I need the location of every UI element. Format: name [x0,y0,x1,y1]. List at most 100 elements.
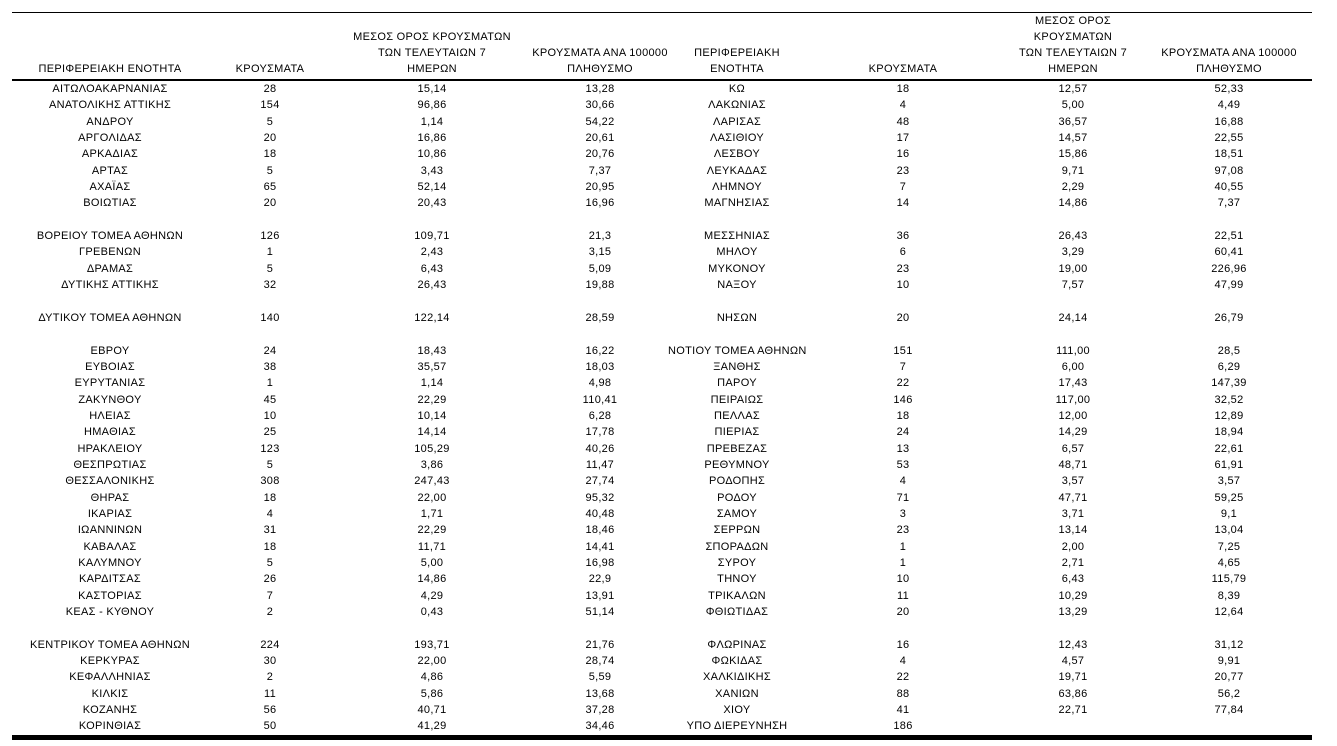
right-cell-cases: 1 [899,556,907,569]
left-cell-per100k: 51,14 [585,606,615,618]
left-cell-region: ΔΥΤΙΚΟΥ ΤΟΜΕΑ ΑΘΗΝΩΝ [38,311,182,324]
right-cell-per100k: 9,91 [1217,655,1241,668]
left-cell-avg7: 0,43 [420,606,444,618]
left-cell-avg7: 4,86 [420,671,444,684]
left-cell-per100k [532,293,668,309]
left-cell-avg7: 10,14 [417,409,447,422]
right-cell-region: ΣΕΡΡΩΝ [713,524,761,537]
table-row: ΚΑΣΤΟΡΙΑΣ 7 4,29 13,91 ΤΡΙΚΑΛΩΝ 11 10,29 8,39 [12,588,1312,604]
right-cell-avg7: 13,29 [1058,606,1088,618]
right-cell-per100k: 3,57 [1217,475,1241,488]
right-cell-cases: 17 [896,132,910,145]
right-cell-region: ΛΑΣΙΘΙΟΥ [709,132,765,145]
right-cell-cases: 6 [899,246,907,259]
left-cell-avg7: 193,71 [414,638,450,651]
right-cell-avg7: 26,43 [1058,230,1088,243]
right-cell-per100k: 22,55 [1214,132,1244,145]
left-cell-per100k: 22,9 [588,573,612,586]
left-cell-avg7: 41,29 [417,720,447,733]
left-cell-per100k: 95,32 [585,491,615,504]
left-cell-region: ΚΕΡΚΥΡΑΣ [80,655,140,668]
right-cell-avg7: 14,29 [1058,426,1088,439]
left-cell-per100k: 7,37 [588,164,612,177]
right-cell-avg7: 5,00 [1061,99,1085,112]
right-cell-avg7: 10,29 [1058,589,1088,602]
left-cell-cases: 2 [266,606,274,618]
left-cell-region: ΚΑΣΤΟΡΙΑΣ [78,589,142,602]
right-cell-avg7: 63,86 [1058,687,1088,700]
right-cell-region: ΜΗΛΟΥ [716,246,758,259]
left-cell-avg7: 3,43 [420,164,444,177]
right-cell-per100k: 12,64 [1214,606,1244,618]
left-cell-per100k [532,620,668,636]
left-cell-avg7: 1,71 [420,507,444,520]
right-cell-region: ΧΑΛΚΙΔΙΚΗΣ [703,671,771,684]
left-cell-cases: 18 [263,540,277,553]
right-col-header-avg7: ΜΕΣΟΣ ΟΡΟΣ ΚΡΟΥΣΜΑΤΩΝ ΤΩΝ ΤΕΛΕΥΤΑΙΩΝ 7 Η… [1000,12,1146,81]
right-cell-per100k: 7,37 [1217,197,1241,210]
right-cell-cases [806,326,1000,342]
right-cell-per100k: 97,08 [1214,164,1244,177]
right-col-header-per100k: ΚΡΟΥΣΜΑΤΑ ΑΝΑ 100000 ΠΛΗΘΥΣΜΟ [1146,12,1312,81]
left-col-header-region: ΠΕΡΙΦΕΡΕΙΑΚΗ ΕΝΟΤΗΤΑ [12,12,208,81]
left-cell-avg7: 52,14 [417,181,447,194]
right-cell-avg7: 9,71 [1061,164,1085,177]
left-cell-region: ΚΑΒΑΛΑΣ [83,540,137,553]
right-cell-avg7 [1000,620,1146,636]
table-row: ΚΕΦΑΛΛΗΝΙΑΣ 2 4,86 5,59 ΧΑΛΚΙΔΙΚΗΣ 22 19,71 20,… [12,669,1312,685]
left-cell-avg7: 122,14 [414,311,450,324]
left-cell-per100k: 20,95 [585,181,615,194]
left-cell-cases: 11 [263,687,277,700]
left-cell-region: ΚΟΖΑΝΗΣ [82,704,138,717]
table-row: ΘΕΣΠΡΩΤΙΑΣ 5 3,86 11,47 ΡΕΘΥΜΝΟΥ 53 48,71 61,91 [12,457,1312,473]
left-cell-cases: 123 [260,442,280,455]
right-cell-per100k: 115,79 [1211,573,1247,586]
left-cell-cases: 5 [266,164,274,177]
right-cell-region: ΠΕΛΛΑΣ [714,409,760,422]
left-cell-per100k: 20,76 [585,148,615,161]
right-cell-avg7: 22,71 [1058,704,1088,717]
spacer-row [12,326,1312,342]
left-cell-cases: 7 [266,589,274,602]
right-cell-avg7: 2,00 [1061,540,1085,553]
table-row: ΚΙΛΚΙΣ 11 5,86 13,68 ΧΑΝΙΩΝ 88 63,86 56,2 [12,686,1312,702]
right-cell-cases [806,293,1000,309]
right-cell-region: ΠΡΕΒΕΖΑΣ [706,442,768,455]
right-cell-region [668,620,806,636]
right-cell-region: ΛΗΜΝΟΥ [712,181,762,194]
right-cell-per100k: 22,61 [1214,442,1244,455]
right-cell-cases: 23 [896,524,910,537]
left-cell-cases: 308 [260,475,280,488]
left-cell-region: ΚΑΛΥΜΝΟΥ [78,556,142,569]
right-cell-per100k: 26,79 [1214,311,1244,324]
left-cell-cases: 56 [263,704,277,717]
left-cell-avg7: 18,43 [417,344,447,357]
left-cell-avg7: 11,71 [417,540,447,553]
table-row: ΔΥΤΙΚΟΥ ΤΟΜΕΑ ΑΘΗΝΩΝ 140 122,14 28,59 ΝΗΣΩΝ 2… [12,310,1312,326]
right-cell-region: ΞΑΝΘΗΣ [713,360,761,373]
table-row: ΑΝΑΤΟΛΙΚΗΣ ΑΤΤΙΚΗΣ 154 96,86 30,66 ΛΑΚΩΝΙΑΣ 4… [12,97,1312,113]
right-cell-per100k: 22,51 [1214,230,1244,243]
left-cell-avg7 [332,326,532,342]
spacer-row [12,293,1312,309]
right-cell-avg7 [1000,326,1146,342]
table-header: ΠΕΡΙΦΕΡΕΙΑΚΗ ΕΝΟΤΗΤΑ ΚΡΟΥΣΜΑΤΑ ΜΕΣΟΣ ΟΡΟ… [12,12,1312,81]
right-cell-avg7: 12,57 [1058,83,1088,95]
right-cell-avg7: 6,57 [1061,442,1085,455]
right-cell-region: ΥΠΟ ΔΙΕΡΕΥΝΗΣΗ [686,720,788,733]
left-cell-per100k: 13,91 [585,589,615,602]
left-cell-cases: 10 [263,409,277,422]
right-col-header-cases: ΚΡΟΥΣΜΑΤΑ [806,12,1000,81]
left-cell-region: ΒΟΙΩΤΙΑΣ [83,197,137,210]
left-cell-avg7: 10,86 [417,148,447,161]
right-cell-cases: 4 [899,475,907,488]
left-cell-avg7: 40,71 [417,704,447,717]
right-cell-avg7: 6,00 [1061,360,1085,373]
left-cell-avg7: 105,29 [414,442,450,455]
right-cell-per100k: 4,65 [1217,556,1241,569]
right-cell-per100k: 40,55 [1214,181,1244,194]
right-cell-cases: 10 [896,279,910,292]
table-row: ΚΟΡΙΝΘΙΑΣ 50 41,29 34,46 ΥΠΟ ΔΙΕΡΕΥΝΗΣΗ 186 [12,718,1312,737]
spacer-row [12,620,1312,636]
right-cell-cases: 36 [896,230,910,243]
